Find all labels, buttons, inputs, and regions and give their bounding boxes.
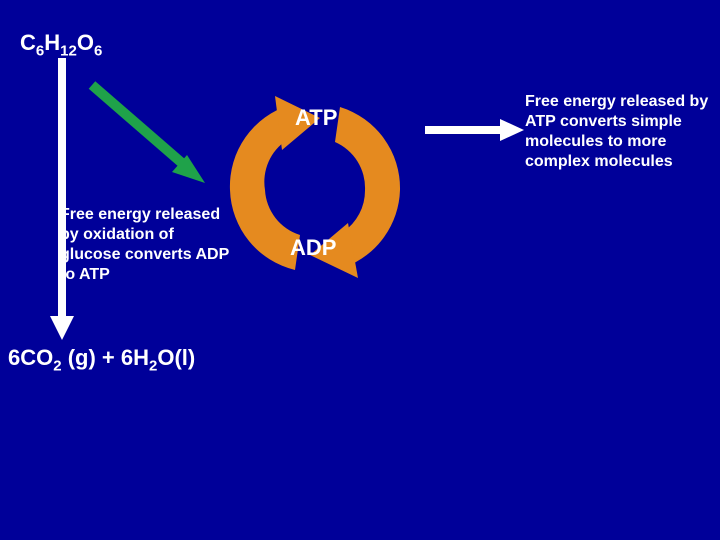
- right-caption: Free energy released by ATP converts sim…: [525, 92, 710, 172]
- energy-output-arrow: [425, 119, 524, 141]
- formula-text: 6CO2 (g) + 6H2O(l): [8, 345, 195, 370]
- energy-input-arrow: [92, 85, 205, 183]
- glucose-formula: C6H12O6: [20, 30, 102, 59]
- adp-label: ADP: [290, 235, 336, 261]
- oxidation-arrow: [50, 58, 74, 340]
- formula-text: C6H12O6: [20, 30, 102, 55]
- products-formula: 6CO2 (g) + 6H2O(l): [8, 345, 195, 374]
- atp-label: ATP: [295, 105, 337, 131]
- left-caption: Free energy released by oxidation of glu…: [60, 205, 235, 285]
